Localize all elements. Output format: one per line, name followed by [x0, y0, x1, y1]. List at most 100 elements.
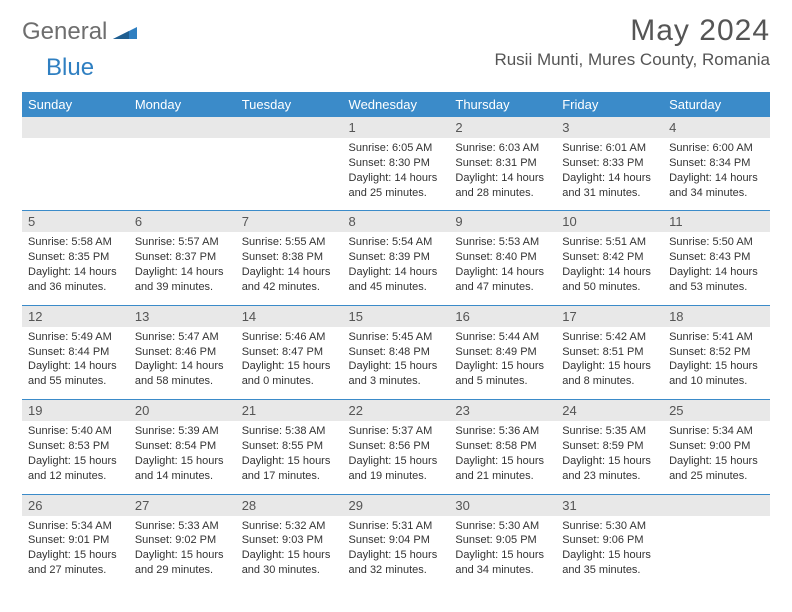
day-number-cell: 4	[663, 117, 770, 138]
day-body-cell: Sunrise: 5:53 AMSunset: 8:40 PMDaylight:…	[449, 232, 556, 305]
day-body-cell: Sunrise: 5:54 AMSunset: 8:39 PMDaylight:…	[343, 232, 450, 305]
daylight-text: Daylight: 14 hours and 31 minutes.	[562, 171, 657, 201]
sunrise-text: Sunrise: 5:36 AM	[455, 424, 550, 439]
day-number-cell: 17	[556, 305, 663, 327]
daylight-text: Daylight: 14 hours and 47 minutes.	[455, 265, 550, 295]
day-details: Sunrise: 5:57 AMSunset: 8:37 PMDaylight:…	[129, 232, 236, 304]
sunset-text: Sunset: 8:48 PM	[349, 345, 444, 360]
day-body-cell: Sunrise: 5:37 AMSunset: 8:56 PMDaylight:…	[343, 421, 450, 494]
day-details: Sunrise: 5:30 AMSunset: 9:06 PMDaylight:…	[556, 516, 663, 588]
day-body-cell: Sunrise: 5:58 AMSunset: 8:35 PMDaylight:…	[22, 232, 129, 305]
daynum-row: 567891011	[22, 211, 770, 233]
day-details: Sunrise: 5:32 AMSunset: 9:03 PMDaylight:…	[236, 516, 343, 588]
calendar-table: Sunday Monday Tuesday Wednesday Thursday…	[22, 92, 770, 588]
sunrise-text: Sunrise: 5:55 AM	[242, 235, 337, 250]
day-number-cell: 13	[129, 305, 236, 327]
day-details: Sunrise: 6:00 AMSunset: 8:34 PMDaylight:…	[663, 138, 770, 210]
daylight-text: Daylight: 15 hours and 17 minutes.	[242, 454, 337, 484]
day-details: Sunrise: 5:34 AMSunset: 9:01 PMDaylight:…	[22, 516, 129, 588]
day-details: Sunrise: 5:42 AMSunset: 8:51 PMDaylight:…	[556, 327, 663, 399]
day-body-cell: Sunrise: 5:55 AMSunset: 8:38 PMDaylight:…	[236, 232, 343, 305]
day-number-cell: 2	[449, 117, 556, 138]
daylight-text: Daylight: 15 hours and 25 minutes.	[669, 454, 764, 484]
day-number-cell: 15	[343, 305, 450, 327]
sunrise-text: Sunrise: 6:00 AM	[669, 141, 764, 156]
daylight-text: Daylight: 15 hours and 30 minutes.	[242, 548, 337, 578]
day-body-cell: Sunrise: 5:47 AMSunset: 8:46 PMDaylight:…	[129, 327, 236, 400]
sunset-text: Sunset: 8:37 PM	[135, 250, 230, 265]
day-details: Sunrise: 5:35 AMSunset: 8:59 PMDaylight:…	[556, 421, 663, 493]
sunrise-text: Sunrise: 5:38 AM	[242, 424, 337, 439]
day-number: 24	[556, 400, 663, 421]
logo-text-general: General	[22, 18, 107, 46]
day-number-cell	[663, 494, 770, 516]
day-body-cell: Sunrise: 5:30 AMSunset: 9:05 PMDaylight:…	[449, 516, 556, 588]
day-body-row: Sunrise: 6:05 AMSunset: 8:30 PMDaylight:…	[22, 138, 770, 211]
day-number-cell: 29	[343, 494, 450, 516]
sunrise-text: Sunrise: 5:31 AM	[349, 519, 444, 534]
day-details: Sunrise: 6:01 AMSunset: 8:33 PMDaylight:…	[556, 138, 663, 210]
day-number-cell: 18	[663, 305, 770, 327]
sunrise-text: Sunrise: 5:45 AM	[349, 330, 444, 345]
daylight-text: Daylight: 14 hours and 55 minutes.	[28, 359, 123, 389]
day-number: 16	[449, 306, 556, 327]
day-number-cell: 1	[343, 117, 450, 138]
day-body-cell: Sunrise: 5:33 AMSunset: 9:02 PMDaylight:…	[129, 516, 236, 588]
daylight-text: Daylight: 14 hours and 25 minutes.	[349, 171, 444, 201]
day-number-cell: 3	[556, 117, 663, 138]
day-body-cell: Sunrise: 5:41 AMSunset: 8:52 PMDaylight:…	[663, 327, 770, 400]
sunset-text: Sunset: 9:00 PM	[669, 439, 764, 454]
sunrise-text: Sunrise: 5:37 AM	[349, 424, 444, 439]
sunset-text: Sunset: 9:02 PM	[135, 533, 230, 548]
daynum-row: 262728293031	[22, 494, 770, 516]
day-number-cell: 16	[449, 305, 556, 327]
day-number-cell: 28	[236, 494, 343, 516]
sunset-text: Sunset: 8:47 PM	[242, 345, 337, 360]
sunset-text: Sunset: 8:56 PM	[349, 439, 444, 454]
day-number: 31	[556, 495, 663, 516]
day-body-cell: Sunrise: 5:36 AMSunset: 8:58 PMDaylight:…	[449, 421, 556, 494]
day-body-cell: Sunrise: 5:45 AMSunset: 8:48 PMDaylight:…	[343, 327, 450, 400]
day-body-cell: Sunrise: 5:35 AMSunset: 8:59 PMDaylight:…	[556, 421, 663, 494]
day-body-cell: Sunrise: 5:51 AMSunset: 8:42 PMDaylight:…	[556, 232, 663, 305]
day-number-cell: 9	[449, 211, 556, 233]
sunset-text: Sunset: 8:38 PM	[242, 250, 337, 265]
daylight-text: Daylight: 15 hours and 29 minutes.	[135, 548, 230, 578]
weekday-header: Sunday	[22, 92, 129, 117]
day-number-cell: 6	[129, 211, 236, 233]
day-details: Sunrise: 5:44 AMSunset: 8:49 PMDaylight:…	[449, 327, 556, 399]
day-number: 1	[343, 117, 450, 138]
day-number	[129, 117, 236, 138]
sunset-text: Sunset: 9:04 PM	[349, 533, 444, 548]
sunset-text: Sunset: 8:31 PM	[455, 156, 550, 171]
day-body-cell: Sunrise: 6:03 AMSunset: 8:31 PMDaylight:…	[449, 138, 556, 211]
day-number-cell: 23	[449, 400, 556, 422]
sunset-text: Sunset: 8:55 PM	[242, 439, 337, 454]
weekday-header: Saturday	[663, 92, 770, 117]
sunset-text: Sunset: 8:44 PM	[28, 345, 123, 360]
sunrise-text: Sunrise: 5:47 AM	[135, 330, 230, 345]
sunrise-text: Sunrise: 5:39 AM	[135, 424, 230, 439]
day-number: 6	[129, 211, 236, 232]
day-body-cell: Sunrise: 5:42 AMSunset: 8:51 PMDaylight:…	[556, 327, 663, 400]
day-details: Sunrise: 5:49 AMSunset: 8:44 PMDaylight:…	[22, 327, 129, 399]
sunrise-text: Sunrise: 6:03 AM	[455, 141, 550, 156]
day-number: 7	[236, 211, 343, 232]
day-body-cell	[663, 516, 770, 588]
day-details: Sunrise: 5:37 AMSunset: 8:56 PMDaylight:…	[343, 421, 450, 493]
daynum-row: 19202122232425	[22, 400, 770, 422]
day-details: Sunrise: 5:54 AMSunset: 8:39 PMDaylight:…	[343, 232, 450, 304]
day-details: Sunrise: 5:31 AMSunset: 9:04 PMDaylight:…	[343, 516, 450, 588]
sunrise-text: Sunrise: 6:01 AM	[562, 141, 657, 156]
sunrise-text: Sunrise: 5:42 AM	[562, 330, 657, 345]
day-number: 18	[663, 306, 770, 327]
sunset-text: Sunset: 8:40 PM	[455, 250, 550, 265]
day-details: Sunrise: 5:50 AMSunset: 8:43 PMDaylight:…	[663, 232, 770, 304]
day-details: Sunrise: 5:46 AMSunset: 8:47 PMDaylight:…	[236, 327, 343, 399]
day-body-cell	[129, 138, 236, 211]
daylight-text: Daylight: 15 hours and 23 minutes.	[562, 454, 657, 484]
sunrise-text: Sunrise: 5:30 AM	[562, 519, 657, 534]
day-number: 2	[449, 117, 556, 138]
day-number-cell	[129, 117, 236, 138]
sunset-text: Sunset: 8:30 PM	[349, 156, 444, 171]
